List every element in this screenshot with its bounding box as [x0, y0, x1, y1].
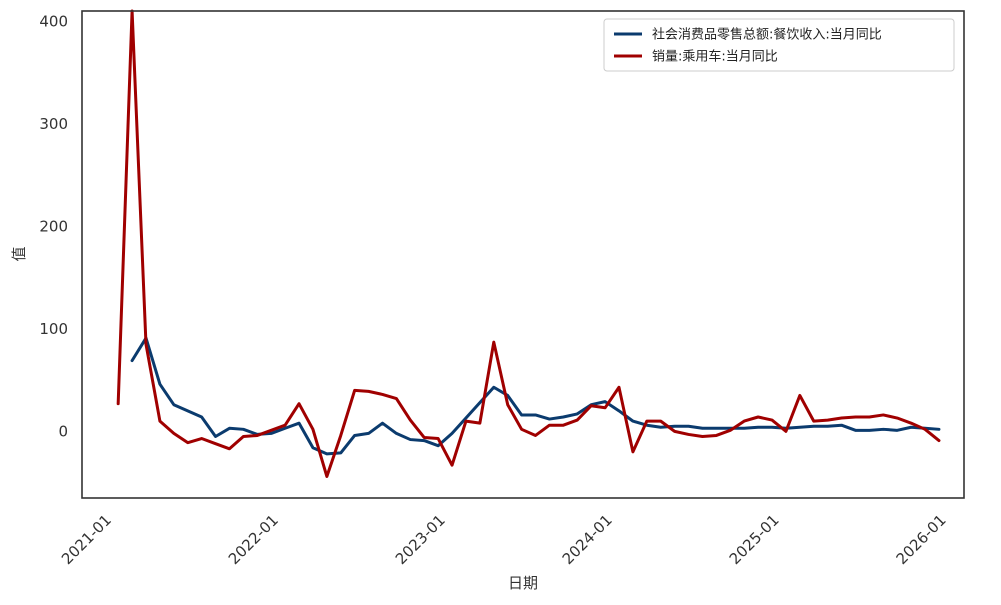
legend-box: [603, 18, 955, 72]
series-line-2: [116, 9, 941, 478]
y-axis-label: 值: [10, 246, 28, 261]
legend-label-1: 社会消费品零售总额:餐饮收入:当月同比: [652, 27, 882, 43]
x-tick-label: 2022-01: [225, 511, 282, 568]
x-axis-ticks: 2021-01 2022-01 2023-01 2024-01 2025-01 2026-…: [58, 511, 950, 568]
series-line-1: [130, 336, 941, 456]
y-tick-label: 100: [39, 320, 68, 338]
plot-area-frame: [81, 10, 965, 499]
x-axis-label: 日期: [508, 574, 538, 592]
y-tick-label: 200: [39, 217, 68, 235]
y-axis-ticks: 0 100 200 300 400: [39, 12, 68, 440]
x-tick-label: 2023-01: [392, 511, 449, 568]
x-tick-label: 2026-01: [893, 511, 950, 568]
x-tick-label: 2021-01: [58, 511, 115, 568]
y-tick-label: 400: [39, 12, 68, 30]
plot-area-background: [82, 11, 964, 498]
x-tick-label: 2025-01: [726, 511, 783, 568]
y-tick-label: 0: [58, 422, 68, 440]
series-layer: [116, 9, 941, 478]
x-tick-label: 2024-01: [559, 511, 616, 568]
legend-label-2: 销量:乘用车:当月同比: [652, 49, 778, 65]
y-tick-label: 300: [39, 115, 68, 133]
